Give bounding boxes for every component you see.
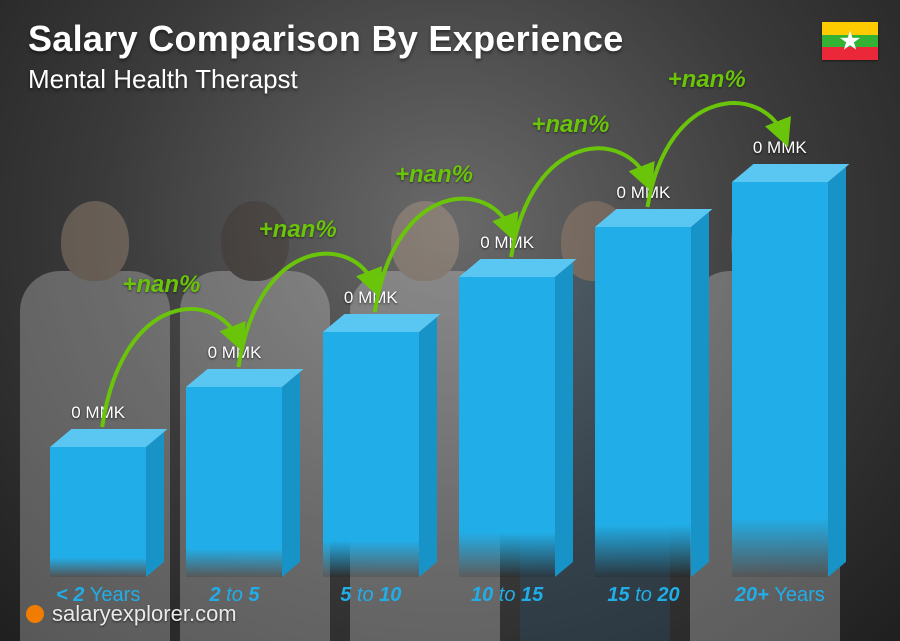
bar-front	[595, 227, 691, 577]
x-axis-label: 15 to 20	[575, 584, 711, 607]
bars-container: 0 MMK0 MMK0 MMK0 MMK0 MMK0 MMK	[30, 130, 848, 577]
watermark-text: salaryexplorer.com	[52, 601, 237, 627]
bar-front	[459, 277, 555, 577]
bar-3d: 0 MMK	[595, 227, 691, 577]
percent-increase-label: +nan%	[668, 66, 746, 94]
bar-side	[282, 372, 300, 577]
bar: 0 MMK	[712, 130, 848, 577]
title-block: Salary Comparison By Experience Mental H…	[28, 18, 624, 95]
watermark-dot-icon	[26, 605, 44, 623]
percent-increase-label: +nan%	[395, 161, 473, 189]
bar-side	[419, 317, 437, 577]
infographic-stage: Salary Comparison By Experience Mental H…	[0, 0, 900, 641]
watermark: salaryexplorer.com	[26, 601, 237, 627]
bar: 0 MMK	[166, 130, 302, 577]
chart-subtitle: Mental Health Therapst	[28, 64, 624, 95]
flag-star-icon: ★	[838, 27, 861, 53]
bar-side	[828, 167, 846, 577]
bar-front	[186, 387, 282, 577]
bar-3d: 0 MMK	[323, 332, 419, 577]
bar-front	[732, 182, 828, 577]
country-flag-myanmar: ★	[822, 22, 878, 60]
bar-front	[50, 447, 146, 577]
bar-chart: 0 MMK0 MMK0 MMK0 MMK0 MMK0 MMK +nan%+nan…	[30, 130, 848, 577]
bar-side	[691, 212, 709, 577]
x-axis-label: 10 to 15	[439, 584, 575, 607]
bar-front	[323, 332, 419, 577]
x-axis-label: 5 to 10	[303, 584, 439, 607]
bar-side	[146, 432, 164, 577]
bar-value-label: 0 MMK	[8, 403, 188, 423]
percent-increase-label: +nan%	[122, 271, 200, 299]
bar-side	[555, 262, 573, 577]
bar-value-label: 0 MMK	[417, 233, 597, 253]
bar-3d: 0 MMK	[50, 447, 146, 577]
x-axis-label: 20+ Years	[712, 584, 848, 607]
chart-title: Salary Comparison By Experience	[28, 18, 624, 60]
bar-value-label: 0 MMK	[553, 183, 733, 203]
percent-increase-label: +nan%	[259, 216, 337, 244]
percent-increase-label: +nan%	[531, 111, 609, 139]
bar-3d: 0 MMK	[459, 277, 555, 577]
bar-value-label: 0 MMK	[281, 288, 461, 308]
bar: 0 MMK	[575, 130, 711, 577]
bar: 0 MMK	[303, 130, 439, 577]
bar-3d: 0 MMK	[186, 387, 282, 577]
bar-value-label: 0 MMK	[144, 343, 324, 363]
bar-3d: 0 MMK	[732, 182, 828, 577]
bar-value-label: 0 MMK	[690, 138, 870, 158]
